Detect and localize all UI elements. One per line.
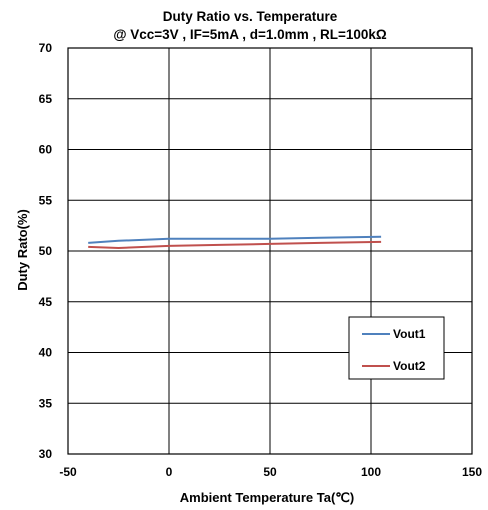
series-lines (88, 235, 382, 249)
legend: Vout1 Vout2 (348, 316, 445, 380)
y-tick-label: 40 (39, 346, 53, 360)
series-line-vout1 (88, 235, 382, 244)
legend-label-vout2: Vout2 (393, 359, 426, 373)
y-tick-label: 35 (39, 396, 53, 410)
grid (67, 47, 473, 455)
plot-area (67, 47, 473, 455)
chart-title: Duty Ratio vs. Temperature (163, 9, 338, 24)
y-tick-label: 60 (39, 143, 53, 157)
y-tick-label: 55 (39, 193, 53, 207)
x-tick-label: 0 (166, 465, 173, 479)
y-tick-label: 30 (39, 447, 53, 461)
x-tick-label: 50 (263, 465, 277, 479)
y-tick-label: 65 (39, 92, 53, 106)
x-tick-label: 150 (462, 465, 482, 479)
x-tick-labels: -50 0 50 100 150 (59, 465, 482, 479)
series-line-vout2 (88, 240, 382, 249)
chart-subtitle: @ Vcc=3V , IF=5mA , d=1.0mm , RL=100kΩ (113, 27, 387, 42)
x-axis-label: Ambient Temperature Ta(℃) (180, 490, 354, 505)
legend-box (348, 316, 445, 380)
y-tick-label: 50 (39, 244, 53, 258)
y-tick-label: 70 (39, 41, 53, 55)
x-tick-label: -50 (59, 465, 77, 479)
y-tick-label: 45 (39, 295, 53, 309)
x-tick-label: 100 (361, 465, 381, 479)
legend-label-vout1: Vout1 (393, 327, 426, 341)
y-tick-labels: 30 35 40 45 50 55 60 65 70 (39, 41, 53, 461)
y-axis-label: Duty Rato(%) (15, 209, 30, 291)
